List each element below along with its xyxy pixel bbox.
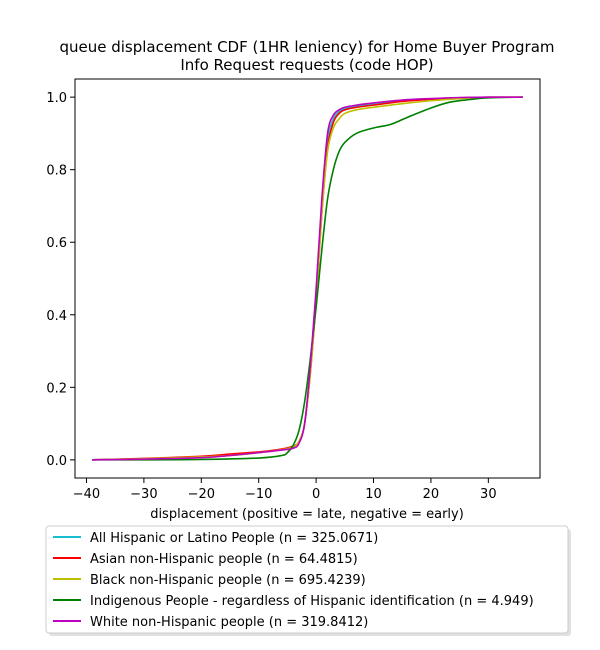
series-line-4	[92, 96, 523, 461]
chart-title-line-2: Info Request requests (code HOP)	[180, 56, 433, 74]
legend-label: White non-Hispanic people (n = 319.8412)	[90, 615, 368, 630]
x-tick-label: 20	[423, 487, 440, 502]
legend-label: Indigenous People - regardless of Hispan…	[90, 594, 534, 609]
x-tick-label: −20	[188, 487, 215, 502]
y-tick-label: 0.0	[46, 454, 67, 469]
series-lines	[92, 96, 523, 461]
y-tick-label: 0.2	[46, 381, 67, 396]
x-tick-label: 0	[312, 487, 320, 502]
x-tick-label: −40	[73, 487, 100, 502]
x-axis-label: displacement (positive = late, negative …	[150, 507, 464, 522]
y-tick-label: 1.0	[46, 91, 67, 106]
x-tick-label: 30	[480, 487, 497, 502]
legend-label: Asian non-Hispanic people (n = 64.4815)	[90, 552, 358, 567]
legend-item: White non-Hispanic people (n = 319.8412)	[53, 615, 368, 630]
y-tick-label: 0.4	[46, 309, 67, 324]
x-tick-label: −10	[245, 487, 272, 502]
x-axis: −40 −30 −20 −10 0 10 20 30	[73, 478, 497, 502]
series-line-5	[92, 96, 523, 461]
legend-item: All Hispanic or Latino People (n = 325.0…	[53, 531, 378, 546]
legend-item: Indigenous People - regardless of Hispan…	[53, 594, 534, 609]
legend-label: All Hispanic or Latino People (n = 325.0…	[90, 531, 378, 546]
chart-title-line-1: queue displacement CDF (1HR leniency) fo…	[59, 38, 554, 56]
legend-label: Black non-Hispanic people (n = 695.4239)	[90, 573, 366, 588]
x-tick-label: −30	[130, 487, 157, 502]
y-tick-label: 0.8	[46, 164, 67, 179]
chart-title: queue displacement CDF (1HR leniency) fo…	[59, 38, 554, 74]
legend-item: Black non-Hispanic people (n = 695.4239)	[53, 573, 366, 588]
y-axis: 0.0 0.2 0.4 0.6 0.8 1.0	[46, 91, 75, 469]
y-tick-label: 0.6	[46, 236, 67, 251]
legend-items: All Hispanic or Latino People (n = 325.0…	[53, 531, 534, 630]
plot-area	[74, 78, 541, 479]
legend-item: Asian non-Hispanic people (n = 64.4815)	[53, 552, 358, 567]
legend-box	[45, 525, 569, 634]
legend: All Hispanic or Latino People (n = 325.0…	[45, 525, 571, 636]
x-tick-label: 10	[365, 487, 382, 502]
